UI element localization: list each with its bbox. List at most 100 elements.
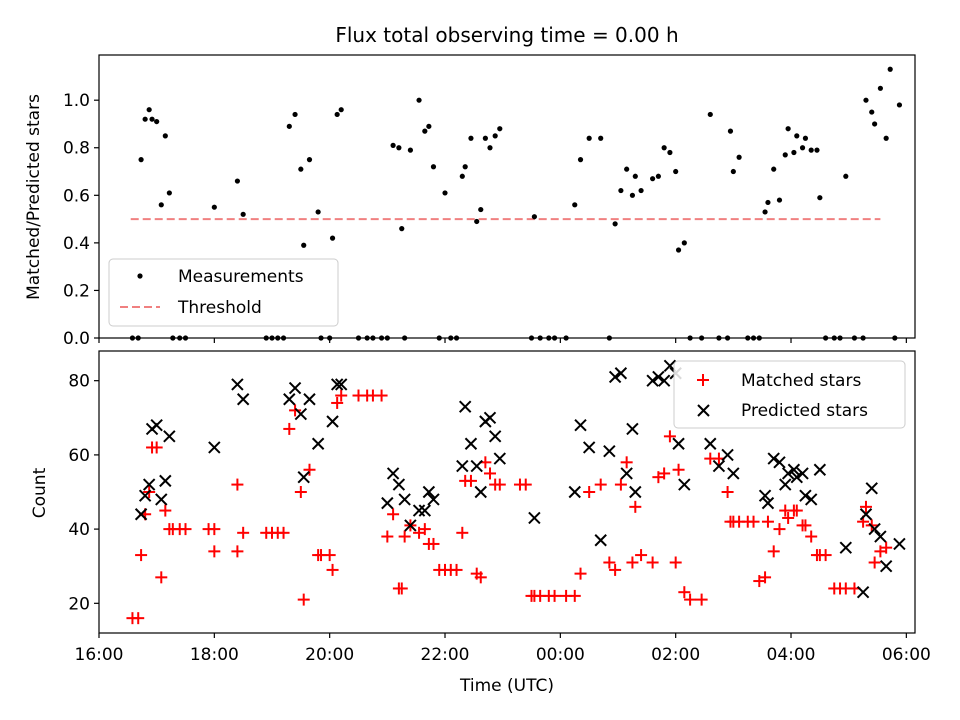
predicted-star-point bbox=[859, 508, 873, 521]
matched-star-point bbox=[767, 545, 780, 558]
measurement-point bbox=[808, 147, 814, 153]
measurement-point bbox=[612, 221, 618, 227]
predicted-star-point bbox=[629, 485, 642, 499]
predicted-star-point bbox=[458, 400, 472, 413]
matched-star-point bbox=[155, 571, 168, 584]
measurement-point bbox=[650, 176, 656, 182]
predicted-star-point bbox=[614, 367, 628, 380]
predicted-star-point bbox=[594, 534, 607, 547]
predicted-star-point bbox=[392, 478, 406, 491]
measurement-point bbox=[306, 157, 313, 163]
measurement-point bbox=[487, 145, 493, 151]
measurement-point bbox=[877, 85, 883, 91]
matched-star-point bbox=[331, 396, 344, 409]
predicted-star-point bbox=[678, 478, 691, 491]
predicted-star-point bbox=[294, 407, 308, 421]
measurement-point bbox=[837, 335, 843, 341]
bottom-x-tick-label: 06:00 bbox=[882, 645, 931, 665]
measurement-point bbox=[546, 335, 552, 341]
measurement-point bbox=[736, 154, 742, 160]
measurement-point bbox=[497, 126, 503, 132]
measurement-point bbox=[138, 157, 144, 163]
measurement-point bbox=[298, 166, 304, 172]
measurement-point bbox=[384, 335, 390, 341]
measurement-point bbox=[436, 335, 442, 341]
predicted-star-point bbox=[893, 537, 906, 551]
matched-star-point bbox=[669, 556, 682, 569]
predicted-star-point bbox=[381, 496, 394, 510]
measurement-point bbox=[673, 168, 679, 175]
measurement-point bbox=[624, 166, 630, 172]
measurement-point bbox=[318, 335, 324, 341]
bottom-x-tick-label: 18:00 bbox=[190, 645, 239, 665]
matched-star-point bbox=[450, 563, 463, 576]
predicted-star-point bbox=[787, 463, 801, 476]
matched-star-point bbox=[548, 589, 561, 602]
measurement-point bbox=[869, 109, 875, 115]
bottom-plot: 20 40 60 80 16:00 18:00 20:00 22:00 00:00 02:00 0… bbox=[30, 350, 931, 696]
predicted-star-point bbox=[790, 470, 803, 484]
top-plot-frame bbox=[98, 54, 916, 339]
measurement-point bbox=[727, 128, 734, 134]
bottom-y-tick-label: 40 bbox=[68, 520, 90, 540]
predicted-star-point bbox=[236, 393, 250, 406]
measurement-point bbox=[426, 123, 432, 129]
matched-star-point bbox=[790, 504, 803, 517]
matched-star-point bbox=[237, 526, 250, 539]
measurement-point bbox=[799, 145, 806, 151]
measurement-point bbox=[750, 335, 757, 341]
matched-star-point bbox=[574, 567, 587, 580]
predicted-star-point bbox=[704, 437, 717, 450]
predicted-star-point bbox=[470, 459, 483, 473]
predicted-star-point bbox=[568, 485, 581, 499]
measurement-point bbox=[655, 173, 661, 179]
predicted-star-point bbox=[493, 452, 506, 465]
measurement-point bbox=[462, 164, 468, 170]
measurement-point bbox=[785, 126, 791, 132]
measurement-point bbox=[863, 97, 869, 103]
matched-star-point bbox=[474, 571, 487, 584]
matched-star-point bbox=[805, 530, 818, 543]
matched-star-point bbox=[626, 556, 639, 569]
matched-star-point bbox=[483, 467, 496, 480]
matched-star-point bbox=[859, 500, 872, 513]
measurement-point bbox=[396, 145, 402, 151]
measurement-point bbox=[162, 133, 168, 139]
measurement-point bbox=[240, 211, 246, 217]
measurement-point bbox=[762, 209, 768, 215]
measurement-point bbox=[528, 335, 535, 341]
predicted-star-point bbox=[464, 437, 478, 450]
predicted-star-point bbox=[488, 430, 502, 443]
matched-star-point bbox=[635, 549, 648, 562]
predicted-star-point bbox=[868, 522, 881, 536]
predicted-star-point bbox=[474, 485, 487, 499]
matched-star-point bbox=[782, 511, 795, 524]
measurement-point bbox=[355, 335, 362, 341]
measurement-point bbox=[390, 142, 396, 148]
predicted-star-point bbox=[865, 482, 878, 495]
predicted-star-point bbox=[761, 496, 775, 510]
measurement-point bbox=[453, 335, 460, 341]
measurement-point bbox=[430, 164, 437, 170]
bottom-x-tick-label: 04:00 bbox=[767, 645, 816, 665]
measurement-point bbox=[896, 102, 903, 108]
matched-star-point bbox=[427, 537, 440, 550]
predicted-star-point bbox=[574, 419, 587, 432]
predicted-star-point bbox=[163, 430, 176, 443]
measurement-point bbox=[667, 149, 673, 156]
measurement-point bbox=[872, 121, 878, 127]
measurement-point bbox=[301, 242, 307, 248]
measurement-point bbox=[843, 173, 849, 179]
measurement-point bbox=[577, 157, 584, 163]
matched-star-point bbox=[868, 556, 881, 569]
legend-threshold-label: Threshold bbox=[177, 298, 262, 318]
bottom-y-tick-label: 80 bbox=[68, 372, 90, 392]
predicted-stars-layer bbox=[134, 359, 906, 599]
matched-star-point bbox=[464, 474, 477, 487]
measurement-point bbox=[756, 335, 762, 341]
predicted-star-point bbox=[303, 393, 316, 406]
bottom-y-axis: 20 40 60 80 bbox=[68, 372, 99, 614]
measurement-point bbox=[146, 107, 152, 113]
measurement-point bbox=[263, 335, 269, 341]
bottom-legend-frame bbox=[673, 360, 906, 429]
